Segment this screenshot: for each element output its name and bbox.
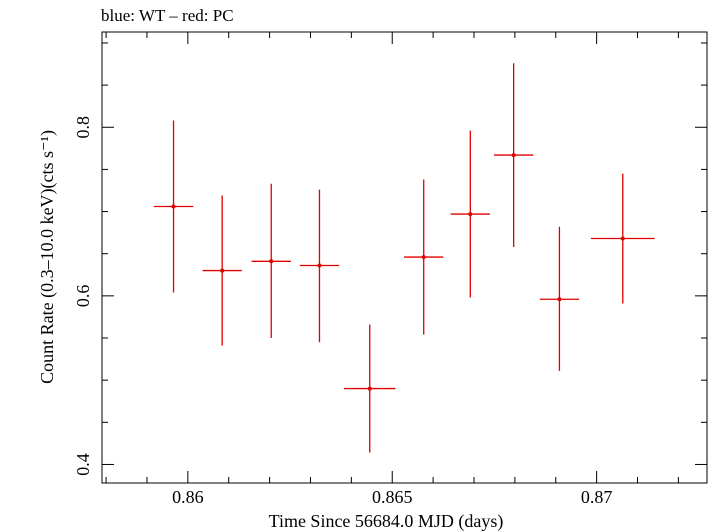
point-marker (468, 212, 473, 217)
y-tick-label: 0.8 (73, 116, 93, 138)
data-point (539, 226, 580, 371)
plot-frame (101, 31, 708, 484)
point-marker (421, 255, 426, 260)
point-marker (557, 297, 562, 302)
point-marker (220, 268, 225, 273)
data-point (404, 179, 444, 335)
chart-title: blue: WT – red: PC (101, 6, 234, 25)
y-tick-labels: 0.4 0.6 0.8 (73, 116, 93, 476)
data-points (153, 63, 655, 453)
x-tick-label: 0.86 (172, 487, 204, 507)
point-marker (511, 153, 516, 158)
data-point (344, 324, 396, 453)
point-marker (269, 259, 274, 264)
y-tick-label: 0.4 (73, 453, 93, 476)
data-point (590, 173, 655, 304)
data-point (202, 195, 242, 346)
data-point (299, 189, 340, 343)
y-axis-label: Count Rate (0.3–10.0 keV)(cts s⁻¹) (37, 130, 58, 384)
data-point (494, 63, 534, 247)
x-axis-label: Time Since 56684.0 MJD (days) (269, 511, 504, 532)
data-point (153, 120, 194, 293)
axis-ticks (102, 32, 707, 483)
point-marker (317, 263, 322, 268)
data-point (251, 183, 291, 339)
x-tick-label: 0.865 (372, 487, 413, 507)
point-marker (171, 204, 176, 209)
point-marker (367, 386, 372, 391)
data-point (450, 130, 490, 298)
x-tick-label: 0.87 (581, 487, 613, 507)
x-tick-labels: 0.86 0.865 0.87 (172, 487, 612, 507)
y-tick-label: 0.6 (73, 285, 93, 308)
point-marker (620, 236, 625, 241)
